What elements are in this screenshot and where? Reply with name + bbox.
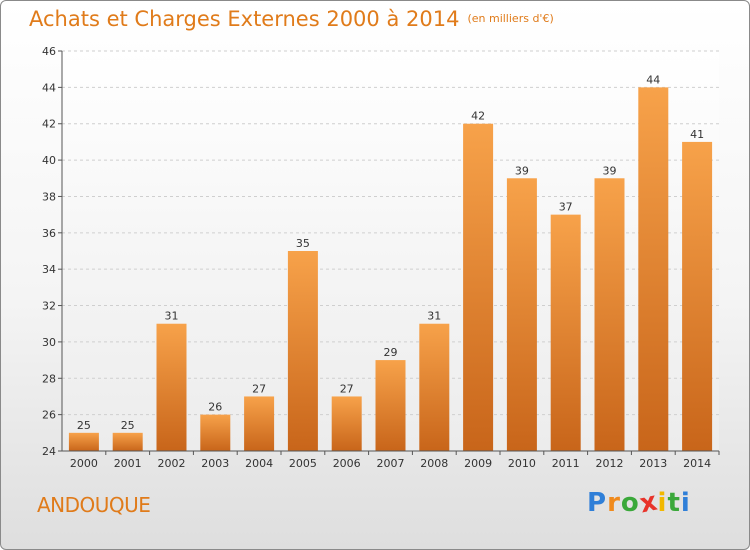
bar-2004: [244, 396, 275, 451]
x-tick-label: 2001: [114, 457, 142, 470]
y-tick-label: 40: [42, 154, 56, 167]
x-tick-label: 2007: [377, 457, 405, 470]
chart-title: Achats et Charges Externes 2000 à 2014: [29, 7, 460, 31]
value-label-2008: 31: [427, 310, 441, 323]
x-tick-label: 2008: [420, 457, 448, 470]
bar-2011: [550, 214, 581, 451]
y-tick-label: 26: [42, 409, 56, 422]
logo-letter: i: [680, 488, 691, 518]
value-label-2012: 39: [603, 164, 617, 177]
bar-2010: [506, 178, 537, 452]
x-tick-label: 2010: [508, 457, 536, 470]
logo-letter: P: [587, 488, 608, 518]
bar-2005: [287, 251, 318, 451]
bar-2009: [463, 123, 494, 452]
y-tick-label: 34: [42, 263, 56, 276]
value-label-2001: 25: [121, 419, 135, 432]
x-tick-labels: 2000 2001 2002 2003 2004 2005 2006 2007 2008 2009…: [70, 457, 711, 470]
bars: [68, 87, 713, 452]
bar-2007: [375, 360, 406, 451]
bar-2006: [331, 396, 362, 451]
x-tick-label: 2003: [201, 457, 229, 470]
proxiti-logo[interactable]: Proxiti: [587, 486, 691, 519]
bar-2003: [200, 414, 231, 451]
logo-letter: r: [607, 488, 621, 518]
bar-2013: [638, 87, 669, 451]
y-tick-label: 32: [42, 300, 56, 313]
bar-2014: [682, 141, 713, 451]
value-label-2014: 41: [690, 128, 704, 141]
y-tick-labels: 24 26 28 30 32 34 36 38 40 42 44 46: [42, 45, 56, 458]
x-tick-label: 2009: [464, 457, 492, 470]
value-label-2013: 44: [646, 73, 660, 86]
y-tick-label: 44: [42, 81, 56, 94]
y-tick-label: 42: [42, 118, 56, 131]
value-label-2009: 42: [471, 110, 485, 123]
logo-letter: t: [667, 488, 681, 518]
value-label-2011: 37: [559, 201, 573, 214]
x-tick-label: 2005: [289, 457, 317, 470]
commune-name: ANDOUQUE: [37, 493, 151, 517]
x-tick-label: 2006: [333, 457, 361, 470]
value-label-2003: 26: [208, 401, 222, 414]
value-label-2007: 29: [384, 346, 398, 359]
chart-subtitle: (en milliers d'€): [467, 12, 554, 25]
x-tick-label: 2011: [552, 457, 580, 470]
x-tick-label: 2004: [245, 457, 273, 470]
x-tick-label: 2013: [639, 457, 667, 470]
bar-2001: [112, 432, 143, 451]
x-tick-label: 2000: [70, 457, 98, 470]
value-labels: 25 25 31 26 27 35 27 29 31 42 39 37 39 44 41: [77, 73, 704, 431]
logo-letter: i: [657, 488, 668, 518]
bar-2002: [156, 323, 187, 451]
value-label-2006: 27: [340, 382, 354, 395]
x-tick-label: 2012: [596, 457, 624, 470]
value-label-2000: 25: [77, 419, 91, 432]
value-label-2010: 39: [515, 164, 529, 177]
bar-2008: [419, 323, 450, 451]
bar-2000: [68, 432, 99, 451]
y-tick-label: 38: [42, 190, 56, 203]
logo-letter: o: [620, 488, 640, 518]
x-tick-label: 2002: [158, 457, 186, 470]
y-tick-label: 24: [42, 445, 56, 458]
value-label-2004: 27: [252, 382, 266, 395]
y-tick-label: 30: [42, 336, 56, 349]
value-label-2002: 31: [165, 310, 179, 323]
y-tick-label: 36: [42, 227, 56, 240]
y-tick-label: 28: [42, 372, 56, 385]
value-label-2005: 35: [296, 237, 310, 250]
y-tick-label: 46: [42, 45, 56, 58]
bar-2012: [594, 178, 625, 452]
axes: [58, 50, 720, 455]
title-row: Achats et Charges Externes 2000 à 2014 (e…: [29, 7, 554, 31]
x-tick-label: 2014: [683, 457, 711, 470]
